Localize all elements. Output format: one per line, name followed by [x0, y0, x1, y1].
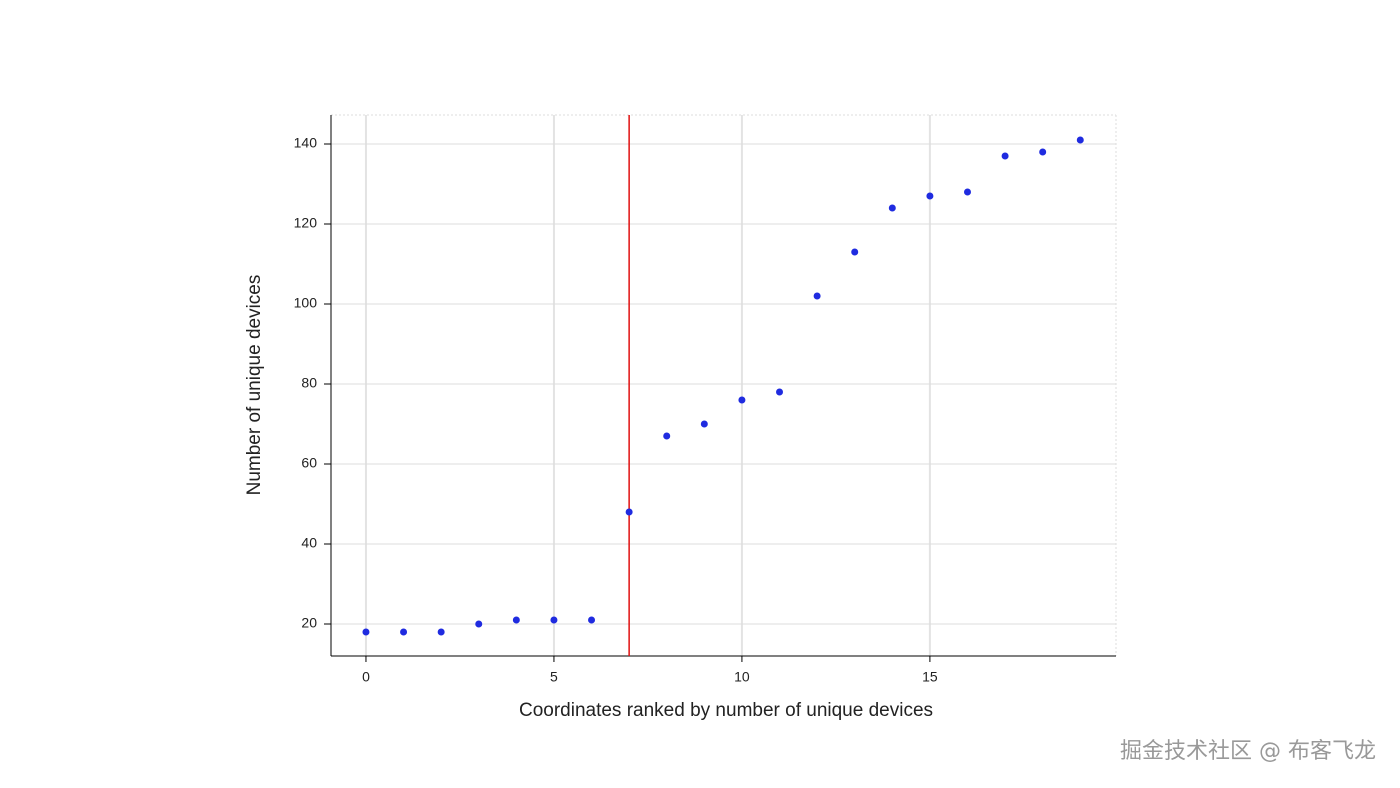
point	[963, 188, 971, 196]
x-tick-label: 15	[922, 669, 938, 685]
y-tick-label: 20	[301, 615, 317, 631]
y-tick-label: 140	[294, 135, 318, 151]
point	[700, 420, 708, 428]
point	[550, 616, 558, 624]
point	[625, 508, 633, 516]
y-tick-label: 100	[294, 295, 318, 311]
point	[1076, 136, 1084, 144]
point	[512, 616, 520, 624]
point	[813, 292, 821, 300]
point	[776, 388, 784, 396]
point	[400, 628, 408, 636]
point	[437, 628, 445, 636]
y-tick-label: 40	[301, 535, 317, 551]
y-axis-label: Number of unique devices	[244, 275, 265, 496]
point	[926, 192, 934, 200]
x-tick-label: 5	[550, 669, 558, 685]
point	[588, 616, 596, 624]
point	[1001, 152, 1009, 160]
watermark: 掘金技术社区 @ 布客飞龙	[1120, 739, 1376, 764]
point	[1039, 148, 1047, 156]
x-axis-label: Coordinates ranked by number of unique d…	[519, 700, 933, 721]
point	[738, 396, 746, 404]
point	[362, 628, 370, 636]
point	[475, 620, 483, 628]
point	[851, 248, 859, 256]
point	[888, 204, 896, 212]
x-tick-label: 0	[362, 669, 370, 685]
y-tick-label: 120	[294, 215, 318, 231]
y-tick-label: 80	[301, 375, 317, 391]
y-tick-label: 60	[301, 455, 317, 471]
x-tick-label: 10	[734, 669, 750, 685]
point	[663, 432, 671, 440]
